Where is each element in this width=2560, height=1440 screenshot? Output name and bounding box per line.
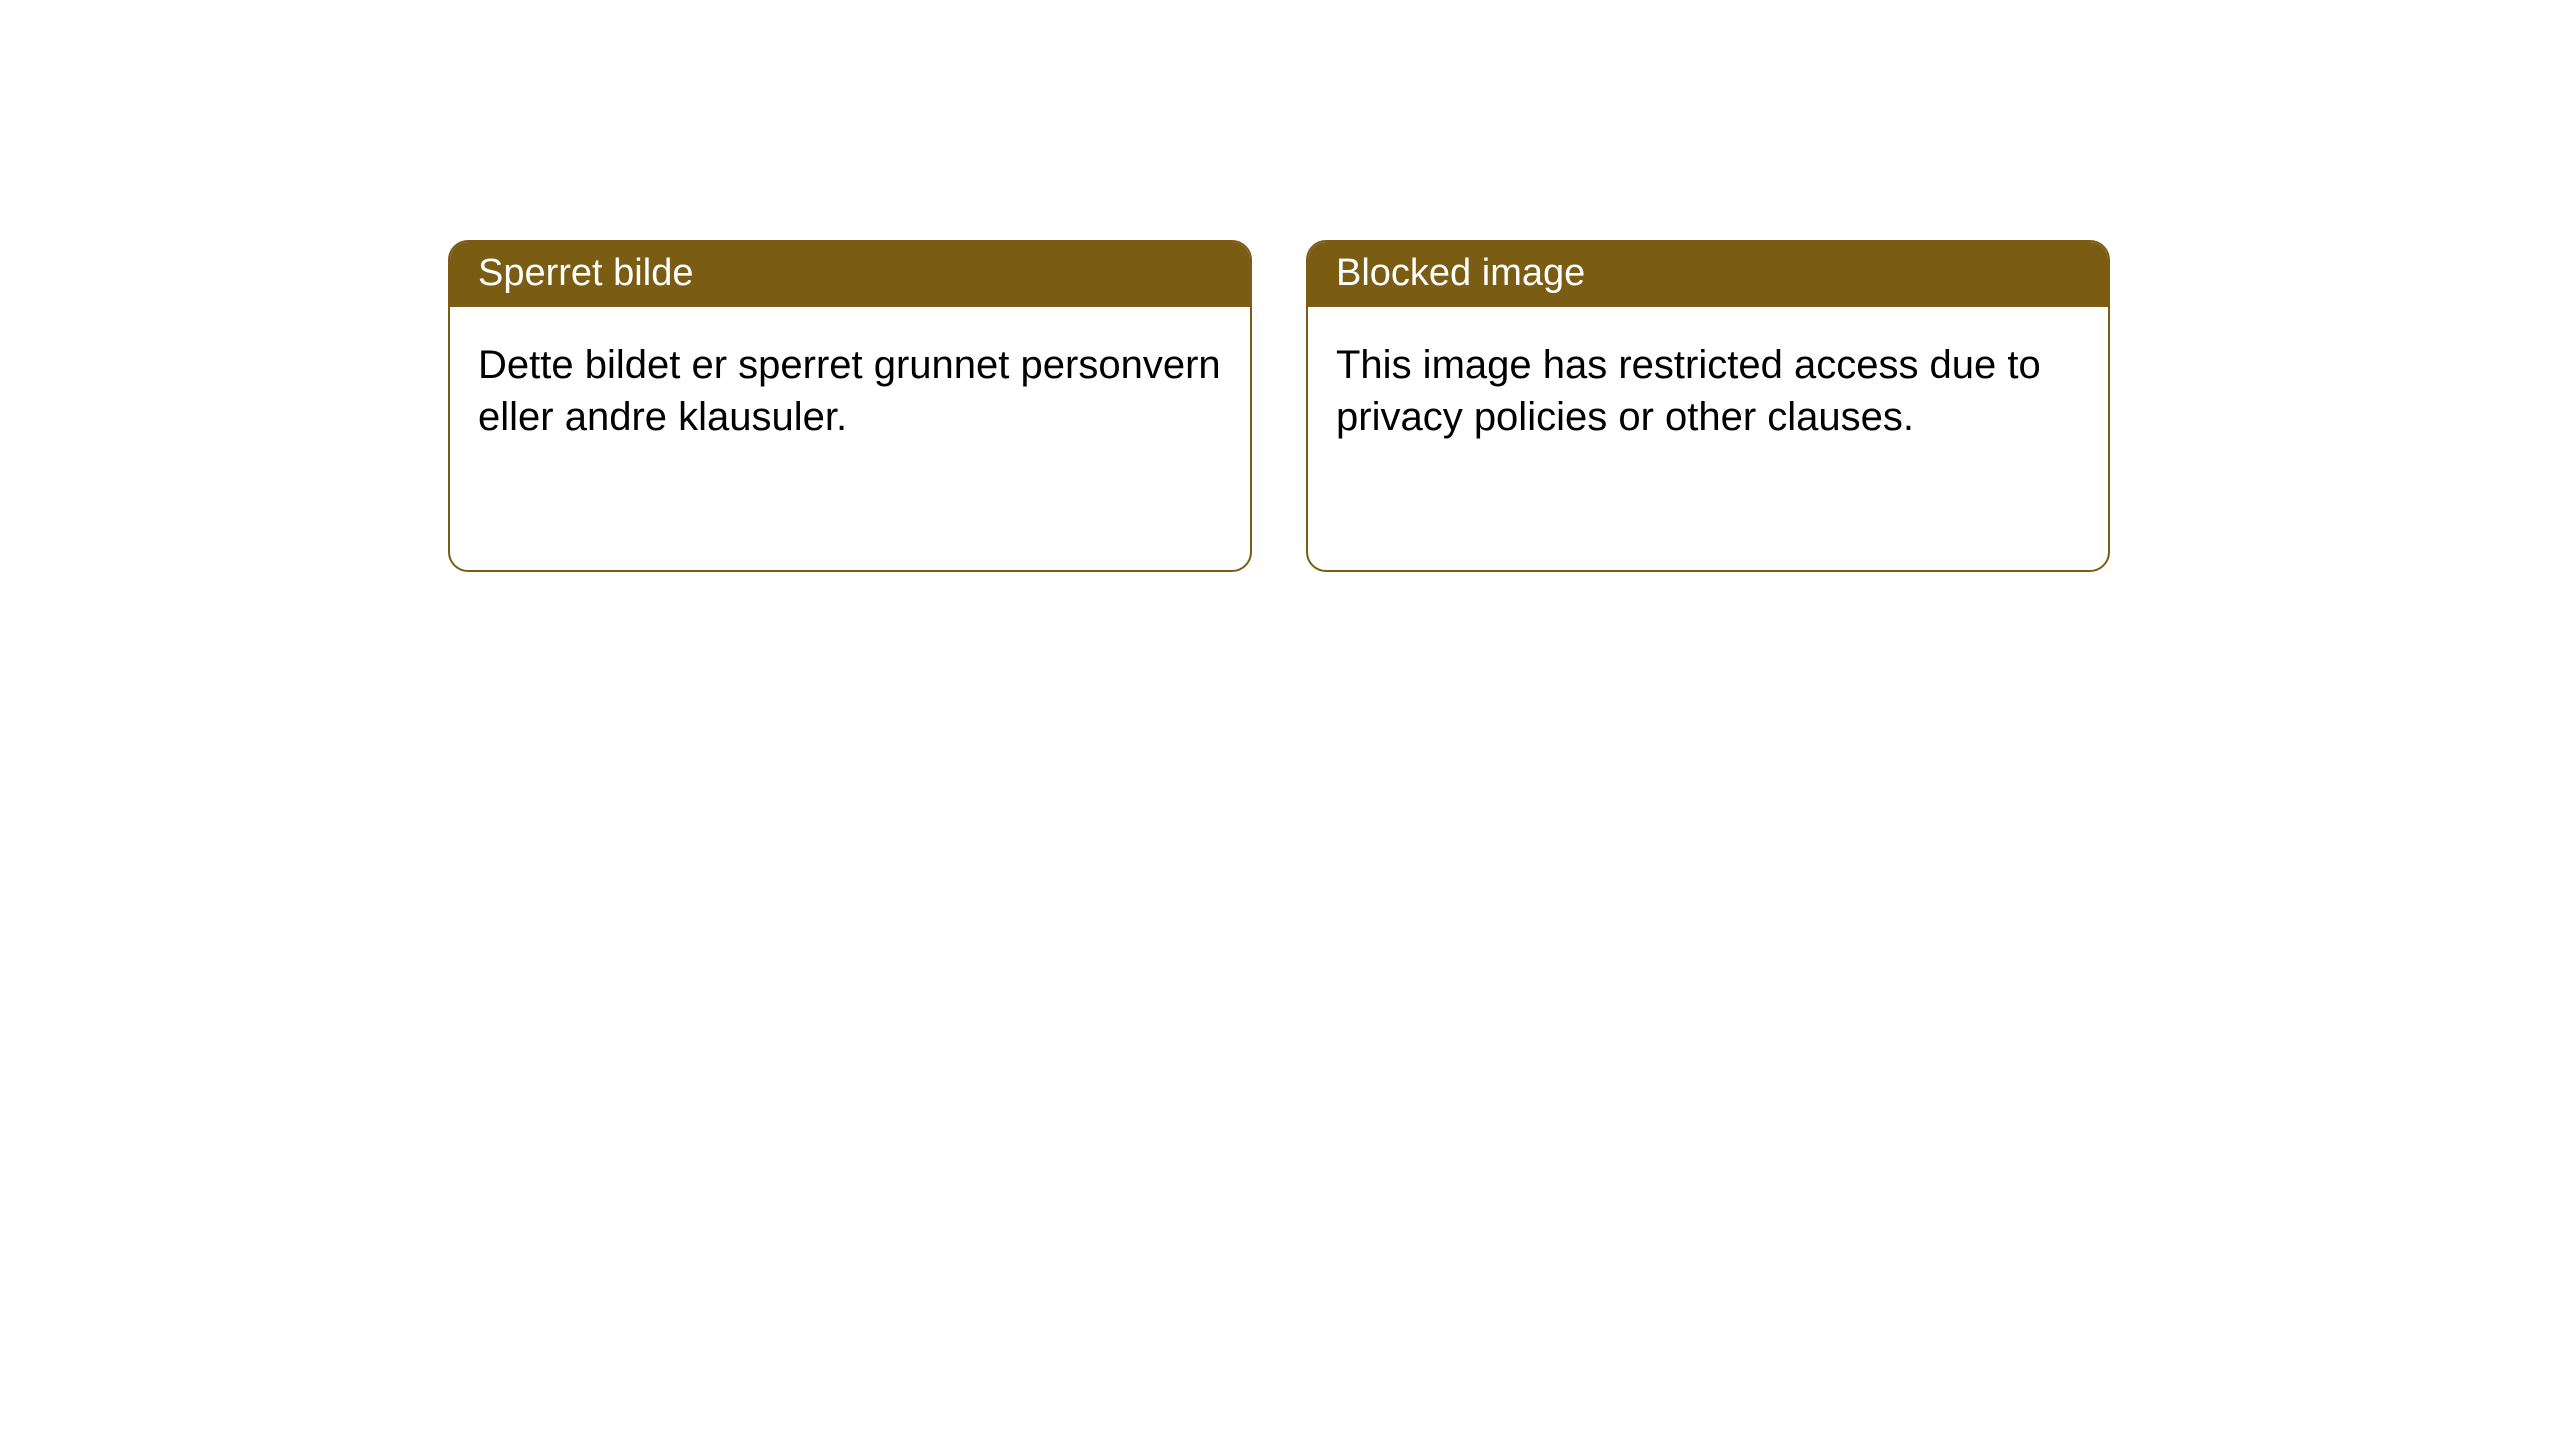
notice-title: Sperret bilde <box>450 242 1250 307</box>
notice-body: Dette bildet er sperret grunnet personve… <box>450 307 1250 475</box>
notice-title: Blocked image <box>1308 242 2108 307</box>
notice-card-english: Blocked image This image has restricted … <box>1306 240 2110 572</box>
notice-body: This image has restricted access due to … <box>1308 307 2108 475</box>
notice-card-norwegian: Sperret bilde Dette bildet er sperret gr… <box>448 240 1252 572</box>
notice-row: Sperret bilde Dette bildet er sperret gr… <box>0 0 2560 572</box>
